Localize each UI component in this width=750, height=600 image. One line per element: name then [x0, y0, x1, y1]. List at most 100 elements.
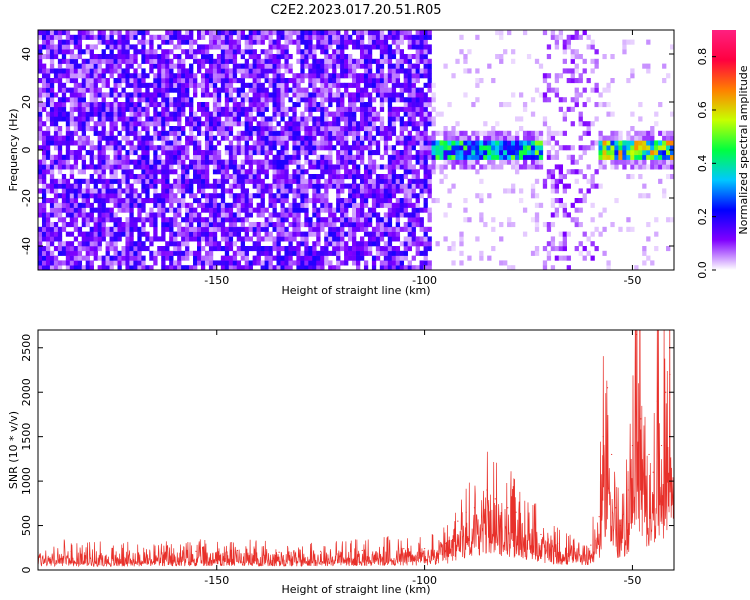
- spectrogram-cell: [121, 68, 126, 74]
- spectrogram-cell: [399, 116, 405, 122]
- spectrogram-cell: [85, 164, 90, 170]
- spectrogram-cell: [371, 159, 377, 165]
- spectrogram-cell: [141, 246, 146, 252]
- spectrogram-cell: [93, 164, 98, 170]
- spectrogram-cell: [574, 92, 579, 98]
- spectrogram-cell: [602, 102, 607, 108]
- spectrogram-cell: [69, 222, 75, 228]
- spectrogram-cell: [53, 140, 59, 146]
- spectrogram-cell: [236, 102, 242, 108]
- spectrogram-cell: [248, 111, 253, 117]
- spectrogram-cell: [240, 49, 245, 55]
- spectrogram-cell: [145, 130, 150, 136]
- spectrogram-cell: [399, 202, 405, 208]
- spectrogram-cell: [340, 178, 345, 184]
- spectrogram-cell: [590, 255, 595, 261]
- spectrogram-cell: [348, 150, 353, 156]
- spectrogram-cell: [73, 207, 79, 213]
- spectrogram-cell: [336, 231, 341, 237]
- spectrogram-cell: [340, 246, 345, 252]
- spectrogram-cell: [232, 135, 238, 141]
- spectrogram-cell: [129, 250, 134, 256]
- spectrogram-cell: [363, 164, 369, 170]
- spectrogram-cell: [530, 217, 536, 223]
- spectrogram-cell: [216, 44, 222, 50]
- spectrogram-cell: [53, 135, 59, 141]
- spectrogram-cell: [73, 92, 79, 98]
- spectrogram-cell: [419, 164, 424, 170]
- spectrogram-cell: [232, 87, 238, 93]
- spectrogram-cell: [137, 135, 142, 141]
- spectrogram-cell: [101, 78, 106, 84]
- spectrogram-cell: [336, 217, 341, 223]
- spectrogram-cell: [642, 130, 647, 136]
- spectrogram-cell: [204, 207, 210, 213]
- spectrogram-cell: [491, 226, 496, 232]
- spectrogram-cell: [423, 140, 428, 146]
- spectrogram-cell: [590, 174, 595, 180]
- spectrogram-cell: [228, 44, 234, 50]
- spectrogram-cell: [288, 265, 293, 270]
- spectrogram-cell: [419, 140, 424, 146]
- spectrogram-cell: [367, 73, 373, 79]
- spectrogram-cell: [276, 82, 281, 88]
- spectrogram-cell: [197, 130, 202, 136]
- spectrogram-cell: [411, 34, 416, 40]
- spectrogram-cell: [193, 212, 198, 218]
- spectrogram-cell: [232, 63, 238, 69]
- spectrogram-cell: [566, 39, 571, 45]
- spectrogram-cell: [248, 202, 253, 208]
- spectrogram-cell: [662, 140, 667, 146]
- spectrogram-cell: [189, 68, 194, 74]
- spectrogram-cell: [395, 44, 401, 50]
- spectrogram-cell: [240, 178, 245, 184]
- spectrogram-cell: [348, 198, 353, 204]
- spectrogram-cell: [69, 58, 75, 64]
- spectrogram-cell: [256, 212, 261, 218]
- spectrogram-cell: [284, 126, 289, 132]
- spectrogram-cell: [328, 202, 333, 208]
- spectrogram-cell: [419, 102, 424, 108]
- spectrogram-cell: [224, 260, 230, 266]
- spectrogram-cell: [204, 145, 210, 151]
- spectrogram-cell: [352, 202, 357, 208]
- spectrogram-cell: [646, 154, 651, 160]
- spectrogram-cell: [522, 30, 528, 36]
- spectrogram-cell: [244, 121, 249, 127]
- spectrogram-cell: [189, 130, 194, 136]
- spectrogram-cell: [371, 188, 377, 194]
- spectrogram-cell: [411, 39, 416, 45]
- spectrogram-cell: [137, 87, 142, 93]
- spectrogram-cell: [344, 260, 349, 266]
- spectrogram-cell: [45, 68, 51, 74]
- spectrogram-cell: [125, 54, 130, 60]
- spectrogram-cell: [81, 169, 86, 175]
- spectrogram-cell: [125, 78, 130, 84]
- spectrogram-cell: [503, 102, 508, 108]
- spectrogram-cell: [212, 169, 218, 175]
- spectrogram-cell: [228, 54, 234, 60]
- spectrogram-cell: [304, 58, 309, 64]
- spectrogram-cell: [312, 183, 317, 189]
- spectrogram-cell: [324, 198, 329, 204]
- spectrogram-cell: [320, 217, 325, 223]
- spectrogram-cell: [336, 130, 341, 136]
- spectrogram-cell: [236, 178, 242, 184]
- spectrogram-cell: [145, 87, 150, 93]
- spectrogram-cell: [157, 236, 162, 242]
- spectrogram-cell: [391, 164, 397, 170]
- spectrogram-cell: [161, 188, 166, 194]
- spectrogram-cell: [200, 102, 206, 108]
- spectrogram-cell: [69, 207, 75, 213]
- spectrogram-cell: [626, 39, 631, 45]
- spectrogram-cell: [228, 58, 234, 64]
- spectrogram-cell: [137, 265, 142, 270]
- spectrogram-cell: [407, 212, 412, 218]
- spectrogram-cell: [280, 111, 285, 117]
- spectrogram-cell: [383, 87, 389, 93]
- spectrogram-cell: [85, 250, 90, 256]
- spectrogram-cell: [304, 63, 309, 69]
- spectrogram-cell: [411, 255, 416, 261]
- spectrogram-cell: [300, 241, 305, 247]
- spectrogram-cell: [443, 159, 448, 165]
